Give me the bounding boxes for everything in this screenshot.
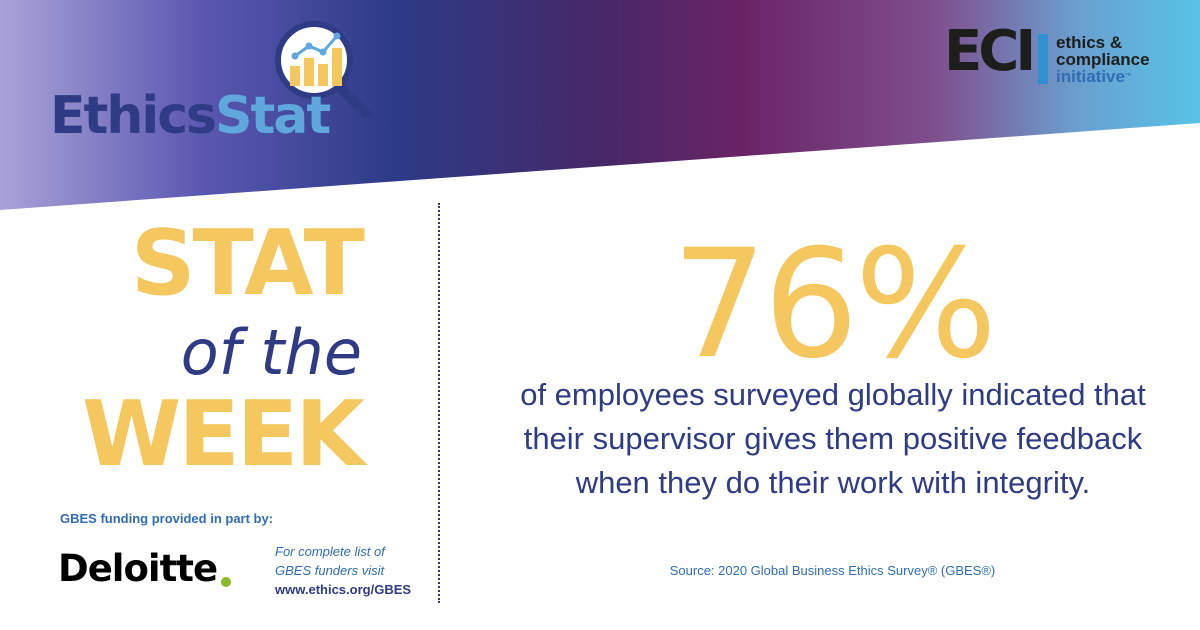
funders-note-line2: GBES funders visit bbox=[275, 563, 385, 578]
stat-heading-line1: STAT bbox=[130, 211, 365, 316]
magnifier-bar-chart-icon bbox=[275, 21, 372, 118]
ethicsstat-wordmark-part1: Ethics bbox=[50, 86, 217, 146]
statistic-value: 76% bbox=[671, 218, 997, 392]
eci-letters: ECI bbox=[944, 19, 1036, 84]
ethicsstat-logo: EthicsStat bbox=[50, 18, 380, 158]
ethicsstat-wordmark: EthicsStat bbox=[50, 86, 331, 146]
eci-logo: ECI ethics & compliance initiative™ bbox=[944, 24, 1184, 92]
eci-logo-bar bbox=[1038, 34, 1048, 84]
eci-line-3-text: initiative bbox=[1056, 67, 1125, 86]
deloitte-green-dot bbox=[221, 577, 231, 587]
eci-line-3: initiative™ bbox=[1056, 68, 1132, 85]
funders-url-link[interactable]: www.ethics.org/GBES bbox=[275, 582, 412, 597]
stat-heading-line2: of the bbox=[180, 316, 362, 389]
eci-line-2: compliance bbox=[1056, 50, 1150, 69]
funders-note-line1: For complete list of bbox=[275, 544, 385, 559]
deloitte-logo: Deloitte bbox=[58, 547, 218, 590]
statistic-description: of employees surveyed globally indicated… bbox=[520, 377, 1146, 500]
eci-line-1: ethics & bbox=[1056, 33, 1123, 52]
vertical-divider bbox=[438, 203, 440, 603]
eci-trademark: ™ bbox=[1124, 73, 1132, 80]
source-citation: Source: 2020 Global Business Ethics Surv… bbox=[669, 563, 996, 578]
funding-label: GBES funding provided in part by: bbox=[60, 511, 274, 526]
ethicsstat-wordmark-part2: Stat bbox=[215, 86, 331, 146]
stat-heading-line3: WEEK bbox=[82, 382, 365, 487]
